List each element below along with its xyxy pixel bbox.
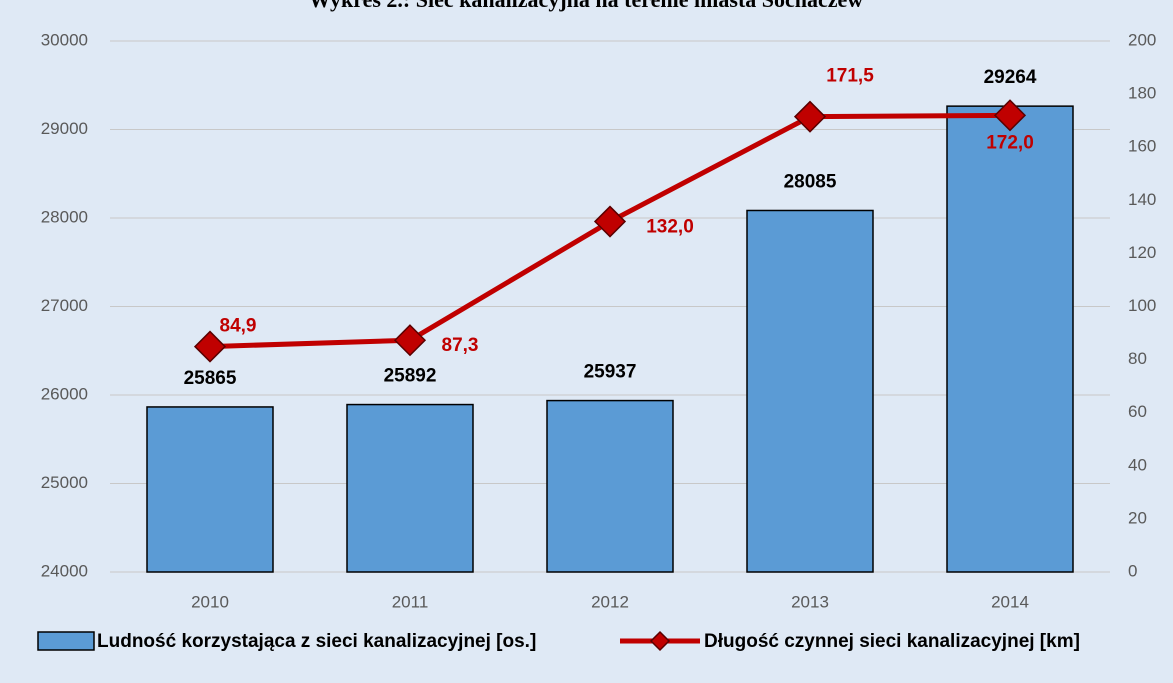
value-label: 84,9 — [220, 316, 257, 337]
bar — [146, 406, 274, 573]
y2-tick-label: 120 — [1128, 243, 1156, 262]
value-label: 171,5 — [826, 66, 874, 87]
y2-tick-label: 20 — [1128, 508, 1147, 527]
y-tick-label: 25000 — [41, 473, 88, 492]
x-tick-label: 2012 — [591, 592, 629, 611]
x-tick-label: 2013 — [791, 592, 829, 611]
y2-tick-label: 200 — [1128, 30, 1156, 49]
marker — [193, 330, 227, 363]
value-label: 132,0 — [646, 217, 694, 238]
bar — [746, 209, 874, 573]
y-tick-label: 30000 — [41, 30, 88, 49]
marker — [593, 205, 627, 238]
bar — [946, 105, 1074, 573]
value-label: 25865 — [184, 368, 237, 389]
value-label: 172,0 — [986, 132, 1034, 153]
bar — [546, 399, 674, 573]
marker — [993, 99, 1027, 132]
bar — [346, 403, 474, 573]
marker — [793, 100, 827, 133]
y2-tick-label: 160 — [1128, 137, 1156, 156]
x-tick-label: 2014 — [991, 592, 1029, 611]
legend-marker — [649, 630, 671, 652]
value-label: 25937 — [584, 362, 637, 383]
y2-tick-label: 40 — [1128, 455, 1147, 474]
x-tick-label: 2010 — [191, 592, 229, 611]
y-tick-label: 29000 — [41, 119, 88, 138]
y2-tick-label: 0 — [1128, 561, 1137, 580]
y2-tick-label: 60 — [1128, 402, 1147, 421]
y-tick-label: 27000 — [41, 296, 88, 315]
y2-tick-label: 140 — [1128, 190, 1156, 209]
y2-tick-label: 180 — [1128, 84, 1156, 103]
y2-tick-label: 100 — [1128, 296, 1156, 315]
marker — [393, 324, 427, 357]
legend-label: Długość czynnej sieci kanalizacyjnej [km… — [704, 631, 1080, 652]
y-tick-label: 26000 — [41, 384, 88, 403]
value-label: 29264 — [984, 67, 1037, 88]
value-label: 28085 — [784, 171, 837, 192]
x-tick-label: 2011 — [392, 592, 429, 611]
chart-title: Wykres 2.: Sieć kanalizacyjna na terenie… — [309, 0, 864, 12]
y2-tick-label: 80 — [1128, 349, 1147, 368]
y-tick-label: 24000 — [41, 561, 88, 580]
legend-label: Ludność korzystająca z sieci kanalizacyj… — [97, 631, 536, 652]
legend-swatch — [37, 631, 95, 651]
y-tick-label: 28000 — [41, 207, 88, 226]
value-label: 25892 — [384, 366, 437, 387]
value-label: 87,3 — [442, 335, 479, 356]
